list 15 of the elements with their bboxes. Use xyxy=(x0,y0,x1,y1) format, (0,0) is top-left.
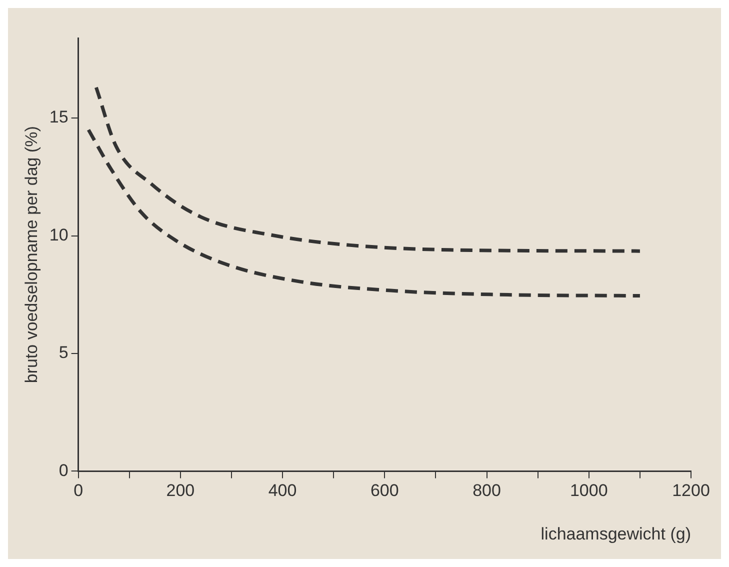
y-axis-title: bruto voedselopname per dag (%) xyxy=(22,126,41,384)
line-series xyxy=(94,86,642,253)
y-tick-label: 5 xyxy=(58,343,68,362)
x-axis-title: lichaamsgewicht (g) xyxy=(540,524,691,544)
x-tick-label: 1200 xyxy=(672,481,710,500)
y-tick-label: 15 xyxy=(49,108,68,127)
line-series xyxy=(86,128,642,298)
x-tick-label: 800 xyxy=(472,481,501,500)
x-tick-label: 200 xyxy=(166,481,195,500)
x-tick-label: 1000 xyxy=(570,481,608,500)
x-tick-label: 600 xyxy=(370,481,399,500)
y-tick-label: 0 xyxy=(58,460,68,480)
x-tick-label: 400 xyxy=(268,481,297,500)
y-tick-label: 10 xyxy=(49,225,68,244)
x-tick-label: 0 xyxy=(74,481,84,500)
